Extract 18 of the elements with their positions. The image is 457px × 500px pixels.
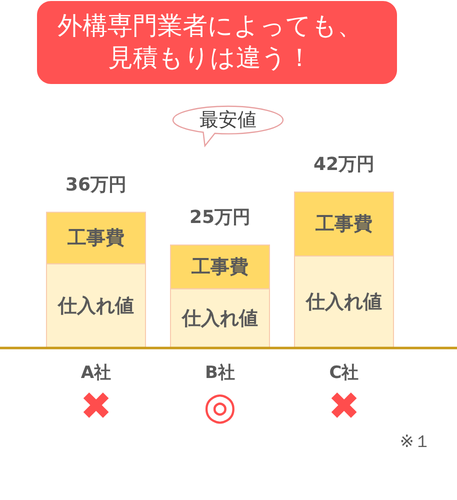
- annotation: 25万円: [189, 207, 251, 228]
- series-label: 工事費: [190, 256, 248, 278]
- x-tick-label: A社: [80, 363, 112, 383]
- x-tick-label: C社: [329, 363, 359, 383]
- series-label: 仕入れ値: [57, 294, 134, 317]
- text: ✖: [80, 384, 112, 428]
- text: ◎: [203, 384, 237, 428]
- text: 仕入れ値: [306, 290, 382, 313]
- chart-title: 外構専門業者によっても、見積もりは違う！: [58, 11, 362, 72]
- annotation: 36万円: [65, 174, 127, 196]
- text: 工事費: [68, 227, 124, 250]
- annotation: 42万円: [313, 154, 375, 175]
- text: 最安値: [200, 109, 256, 131]
- text: 工事費: [316, 212, 372, 235]
- x-tick-label: B社: [205, 363, 235, 383]
- text: ※１: [400, 432, 431, 452]
- text: 仕入れ値: [182, 307, 258, 330]
- text: ✖: [328, 384, 360, 428]
